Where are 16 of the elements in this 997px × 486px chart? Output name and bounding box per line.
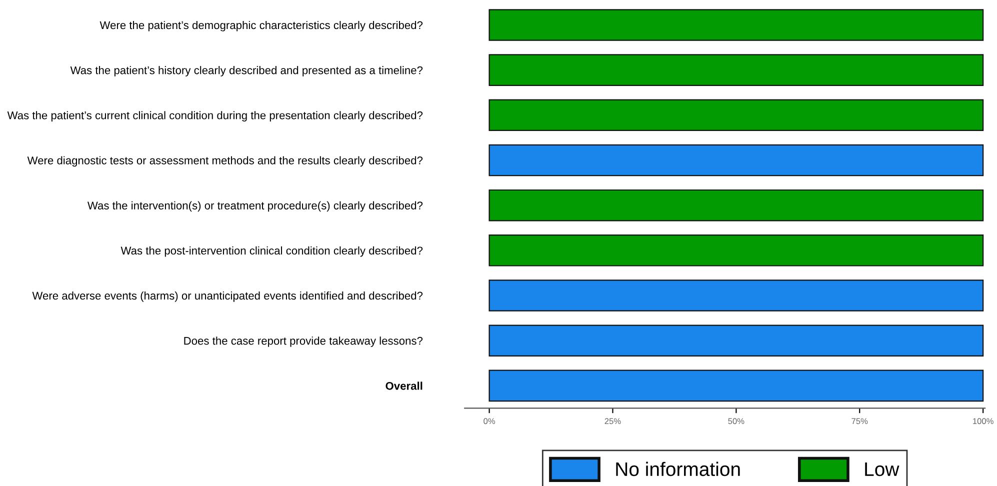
y-tick-label: Does the case report provide takeaway lessons? (184, 336, 423, 347)
y-tick-label: Was the intervention(s) or treatment procedure(s) clearly described? (87, 201, 423, 212)
legend-label: Low (865, 462, 900, 476)
y-tick-label: Overall (386, 382, 422, 390)
x-tick-label: 0% (484, 418, 496, 424)
y-tick-label: Were diagnostic tests or assessment methods and the results clearly described? (27, 156, 423, 167)
x-tick-label: 50% (728, 418, 744, 424)
x-tick-label: 100% (973, 418, 994, 424)
x-tick-label: 75% (852, 418, 868, 424)
y-tick-label: Was the patient’s current clinical condition during the presentation clearly described? (7, 111, 423, 122)
y-tick-label: Were adverse events (harms) or unanticipated events identified and described? (32, 291, 423, 302)
y-tick-label: Were the patient’s demographic characteristics clearly described? (100, 20, 423, 32)
legend-label: No information (616, 462, 740, 476)
y-tick-label: Was the post-intervention clinical condition clearly described? (120, 246, 423, 257)
y-tick-label: Was the patient’s history clearly described and presented as a timeline? (70, 66, 423, 76)
x-tick-label: 25% (604, 418, 621, 424)
